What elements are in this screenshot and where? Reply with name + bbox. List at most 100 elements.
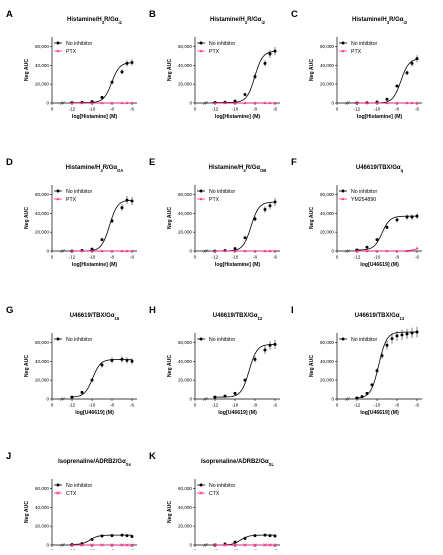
legend-label: No inhibitor (209, 41, 236, 47)
x-tick-label: -12 (354, 107, 361, 112)
legend-entry: CTX (54, 491, 77, 497)
panel-title-sub: 3 (245, 20, 248, 25)
data-point (370, 383, 374, 387)
x-tick-label: -12 (212, 403, 219, 408)
x-tick-label: -8 (253, 255, 258, 260)
legend-entry: PTX (197, 49, 220, 55)
data-point (273, 49, 277, 53)
y-tick-label: 40,000 (35, 359, 49, 364)
data-point (223, 249, 227, 253)
y-tick-label: 20,000 (35, 378, 49, 383)
panel-letter: D (6, 157, 13, 168)
data-point (365, 249, 369, 253)
x-axis-label: log[Histamine] (M) (72, 114, 118, 120)
data-point (405, 249, 409, 253)
series-no-inhibitor (69, 356, 134, 399)
data-point (405, 101, 409, 105)
legend-label: No inhibitor (209, 337, 236, 343)
panel-title: U46619/TBX/Gα15 (70, 313, 120, 321)
data-point (410, 248, 414, 252)
data-point (130, 101, 134, 105)
axis-break-mark (205, 249, 208, 253)
y-axis-label: Neg AUC (309, 59, 315, 82)
panel-title-mid: R/Gα (246, 165, 261, 171)
axis-break-mark (205, 543, 208, 547)
chart-panel-h: H U46619/TBX/Gα12 0 20,000 40,000 60,000 0 -12 -… (149, 305, 280, 416)
data-point (110, 101, 114, 105)
data-point (243, 543, 247, 547)
panel-title-base: U46619/TBX/Gα (355, 313, 400, 319)
panel-title-mid: R/Gα (103, 165, 118, 171)
data-point (233, 391, 237, 395)
chart-panel-c: C Histamine/H3R/Gαi3 0 20,000 40,000 60,000 0 -… (291, 9, 422, 120)
series-no-inhibitor (213, 198, 277, 253)
data-point (253, 534, 257, 538)
x-tick-label: -6 (415, 403, 420, 408)
chart-panel-b: B Histamine/H3R/Gαi2 0 20,000 40,000 60,000 0 -… (149, 9, 280, 120)
x-tick-label: 0 (51, 403, 54, 408)
x-tick-label: -10 (89, 255, 96, 260)
legend-marker (199, 491, 203, 495)
y-tick-label: 60,000 (178, 486, 192, 491)
data-point (410, 61, 414, 65)
data-point (213, 395, 217, 399)
legend-label: No inhibitor (66, 189, 93, 195)
y-tick-label: 60,000 (320, 192, 334, 197)
panel-letter: F (291, 157, 297, 168)
panel-title: Histamine/H3R/Gαi3 (352, 17, 408, 25)
data-point (395, 84, 399, 88)
y-axis-label: Neg AUC (24, 207, 30, 230)
legend-marker (56, 483, 60, 487)
x-tick-label: 0 (336, 107, 339, 112)
x-tick-label: -6 (130, 107, 135, 112)
data-point (100, 363, 104, 367)
axis-break-mark (345, 397, 348, 401)
panel-title-sub: i3 (403, 20, 407, 25)
legend-label: No inhibitor (351, 189, 378, 195)
panel-title-sub: 12 (258, 316, 263, 321)
series-no-inhibitor (69, 533, 134, 547)
axis-break-mark (203, 397, 206, 401)
x-tick-label: -6 (130, 403, 135, 408)
y-tick-label: 0 (331, 249, 334, 254)
data-point (380, 354, 384, 358)
data-point (268, 534, 272, 538)
legend-marker (199, 483, 203, 487)
data-point (213, 101, 217, 105)
data-point (233, 247, 237, 251)
legend-marker (199, 189, 203, 193)
data-point (385, 343, 389, 347)
data-point (243, 236, 247, 240)
legend-label: No inhibitor (351, 41, 378, 47)
legend-entry: PTX (339, 49, 362, 55)
data-point (253, 101, 257, 105)
y-tick-label: 0 (46, 249, 49, 254)
data-point (375, 238, 379, 242)
x-axis-label: log[U46619] (M) (360, 262, 399, 268)
x-tick-label: 0 (336, 255, 339, 260)
data-point (233, 101, 237, 105)
data-point (375, 101, 379, 105)
legend-entry: No inhibitor (339, 41, 378, 47)
data-point (263, 208, 267, 212)
data-point (233, 249, 237, 253)
y-axis-label: Neg AUC (167, 501, 173, 524)
axis-break-mark (347, 397, 350, 401)
y-tick-label: 40,000 (178, 211, 192, 216)
data-point (120, 357, 124, 361)
x-tick-label: -8 (395, 255, 400, 260)
x-tick-label: 0 (194, 255, 197, 260)
y-tick-label: 60,000 (178, 44, 192, 49)
x-tick-label: 0 (194, 403, 197, 408)
panel-title-sub: i1 (118, 20, 122, 25)
data-point (125, 61, 129, 65)
series-ptx (213, 249, 277, 253)
panel-title-sub: q (401, 168, 404, 173)
panel-title-sub: OB (260, 168, 266, 173)
y-tick-label: 20,000 (320, 82, 334, 87)
panel-title-base: U46619/TBX/Gα (356, 165, 401, 171)
legend-marker (56, 189, 60, 193)
y-tick-label: 20,000 (35, 230, 49, 235)
x-axis-label: log[U46619] (M) (360, 410, 399, 416)
